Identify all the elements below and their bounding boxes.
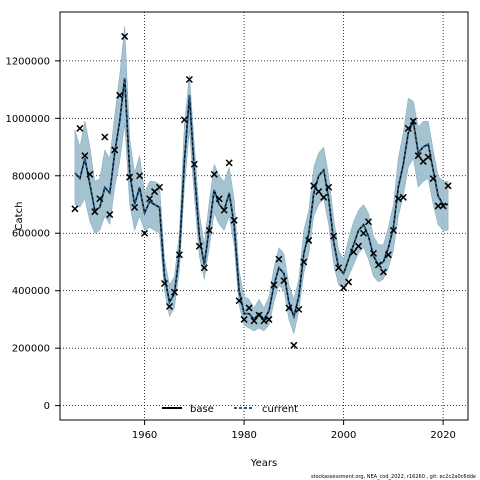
observed-points: [71, 32, 452, 349]
observed-point: [350, 248, 358, 256]
observed-point: [320, 193, 328, 201]
observed-point: [310, 182, 318, 190]
observed-point: [205, 226, 213, 234]
observed-point: [121, 32, 129, 40]
observed-point: [439, 202, 447, 210]
observed-point: [136, 172, 144, 180]
observed-point: [280, 277, 288, 285]
observed-point: [185, 75, 193, 84]
observed-point: [379, 268, 387, 276]
observed-point: [195, 242, 203, 250]
observed-point: [235, 297, 243, 305]
y-tick-label: 600000: [12, 229, 50, 240]
legend-label-current: current: [262, 404, 298, 415]
observed-point: [409, 117, 417, 125]
legend-label-base: base: [190, 404, 214, 415]
observed-point: [155, 183, 164, 191]
observed-point: [225, 159, 233, 167]
plot-background: [60, 12, 468, 420]
y-tick-label: 0: [44, 401, 50, 412]
observed-point: [116, 91, 124, 99]
observed-point: [355, 242, 363, 250]
observed-point: [345, 278, 353, 286]
x-axis-title: Years: [250, 458, 277, 469]
observed-point: [260, 317, 268, 325]
x-tick-label: 2000: [331, 430, 356, 441]
observed-point: [305, 236, 313, 244]
observed-point: [220, 206, 228, 214]
observed-point: [404, 124, 412, 132]
observed-point: [290, 341, 298, 349]
observed-point: [389, 226, 397, 234]
observed-point: [330, 232, 338, 240]
plot-frame: [59, 11, 469, 421]
observed-point: [414, 152, 422, 160]
y-tick-label: 200000: [12, 344, 50, 355]
observed-point: [200, 264, 208, 272]
observed-point: [364, 218, 373, 226]
observed-point: [126, 173, 134, 181]
observed-point: [141, 229, 149, 237]
observed-point: [335, 264, 343, 272]
observed-point: [270, 281, 278, 289]
observed-point: [359, 229, 368, 237]
observed-point: [175, 251, 183, 259]
observed-point: [91, 208, 99, 216]
observed-point: [71, 205, 79, 213]
observed-point: [255, 311, 263, 319]
observed-point: [240, 315, 248, 323]
observed-point: [111, 146, 119, 154]
observed-point: [101, 133, 109, 141]
observed-point: [180, 116, 188, 124]
y-tick-label: 800000: [12, 171, 50, 182]
legend: base current: [162, 404, 298, 415]
observed-point: [399, 193, 407, 201]
observed-point: [394, 195, 402, 203]
y-tick-label: 400000: [12, 286, 50, 297]
y-axis-ticks: 0 200000 400000 600000 800000 1000000 1200000: [5, 56, 60, 412]
observed-point: [429, 175, 437, 183]
y-tick-label: 1200000: [5, 56, 50, 67]
observed-point: [444, 182, 452, 190]
confidence-band: [74, 26, 449, 335]
observed-point: [160, 279, 169, 288]
observed-point: [96, 195, 104, 203]
x-tick-label: 2020: [430, 430, 455, 441]
y-tick-label: 1000000: [5, 114, 50, 125]
x-tick-label: 1960: [132, 430, 157, 441]
observed-point: [250, 317, 258, 325]
x-axis-ticks: 1960 1980 2000 2020: [132, 420, 456, 441]
observed-point: [76, 124, 84, 132]
observed-point: [230, 216, 238, 224]
observed-point: [106, 211, 114, 219]
observed-point: [374, 261, 382, 269]
footer-credit: stockassessment.org, NEA_cod_2022, r1626…: [311, 474, 476, 480]
observed-point: [210, 170, 218, 178]
observed-point: [165, 302, 173, 311]
observed-point: [170, 288, 178, 296]
observed-point: [265, 315, 273, 323]
observed-point: [325, 183, 333, 191]
observed-point: [295, 305, 303, 313]
observed-point: [384, 251, 392, 259]
observed-point: [424, 153, 432, 161]
observed-point: [190, 160, 198, 168]
observed-point: [86, 170, 94, 178]
observed-point: [275, 255, 283, 263]
observed-point: [81, 152, 89, 160]
band-area: [74, 26, 449, 335]
observed-point: [131, 203, 139, 211]
observed-point: [245, 304, 253, 312]
observed-point: [146, 195, 154, 203]
y-axis-title: Catch: [14, 202, 25, 231]
observed-point: [285, 304, 293, 312]
observed-point: [315, 188, 323, 196]
observed-point: [300, 258, 308, 266]
observed-point: [369, 249, 377, 257]
observed-point: [215, 195, 223, 203]
observed-point: [340, 284, 348, 292]
x-tick-label: 1980: [231, 430, 256, 441]
